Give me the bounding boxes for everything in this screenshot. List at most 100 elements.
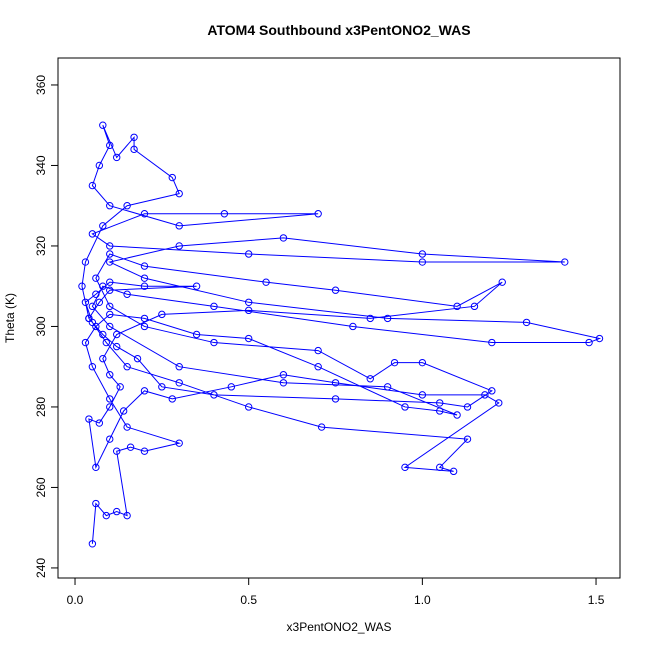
point xyxy=(81,298,90,307)
point xyxy=(317,423,326,431)
y-tick-label: 320 xyxy=(34,236,48,256)
point xyxy=(130,133,138,141)
point xyxy=(81,338,90,347)
point xyxy=(262,278,270,286)
point xyxy=(123,423,131,431)
point xyxy=(595,334,604,343)
point xyxy=(88,302,97,311)
point xyxy=(470,302,479,311)
point xyxy=(123,362,131,371)
x-tick-label: 1.5 xyxy=(588,593,605,607)
point xyxy=(175,242,183,250)
point xyxy=(366,375,374,383)
point xyxy=(106,278,114,286)
point xyxy=(401,403,409,411)
y-tick-label: 280 xyxy=(34,397,48,417)
point xyxy=(175,439,183,447)
point xyxy=(113,342,121,351)
point xyxy=(279,371,288,379)
x-tick-label: 0.0 xyxy=(67,593,84,607)
point xyxy=(314,362,322,371)
point xyxy=(106,371,114,379)
point xyxy=(133,354,142,363)
point xyxy=(140,262,149,270)
point xyxy=(88,230,97,238)
point xyxy=(106,141,114,150)
point xyxy=(314,346,322,355)
y-tick-label: 240 xyxy=(34,558,48,578)
point xyxy=(81,258,90,266)
point xyxy=(279,234,288,242)
point xyxy=(220,210,229,218)
point xyxy=(383,314,392,323)
point xyxy=(314,210,322,218)
point xyxy=(106,202,114,210)
point xyxy=(140,282,149,290)
point xyxy=(92,274,100,282)
point xyxy=(210,338,218,347)
point xyxy=(488,387,496,395)
point xyxy=(175,362,183,371)
point xyxy=(106,435,114,443)
point xyxy=(126,443,135,451)
x-axis-label: x3PentONO2_WAS xyxy=(287,620,392,634)
x-tick-label: 1.0 xyxy=(414,593,431,607)
point xyxy=(418,358,427,367)
y-tick-label: 300 xyxy=(34,316,48,336)
chart-title: ATOM4 Southbound x3PentONO2_WAS xyxy=(207,22,470,38)
point xyxy=(158,310,166,319)
point xyxy=(99,282,107,290)
point xyxy=(401,463,409,472)
y-axis-label: Theta (K) xyxy=(3,293,17,343)
point xyxy=(123,290,131,298)
point xyxy=(106,322,114,331)
point xyxy=(113,330,121,339)
point xyxy=(106,286,114,294)
point xyxy=(418,250,427,258)
point xyxy=(349,322,357,331)
point xyxy=(92,290,100,298)
point xyxy=(463,403,472,411)
point xyxy=(561,258,569,266)
point xyxy=(123,511,131,520)
y-tick-label: 340 xyxy=(34,155,48,175)
point xyxy=(453,302,461,311)
point xyxy=(366,314,374,323)
point xyxy=(88,540,97,548)
y-tick-label: 360 xyxy=(34,75,48,95)
point xyxy=(106,310,114,319)
point xyxy=(116,383,124,391)
point xyxy=(106,242,114,250)
point xyxy=(106,258,114,266)
point xyxy=(102,338,110,347)
point xyxy=(522,318,531,327)
point xyxy=(130,145,138,154)
point xyxy=(158,383,166,391)
point xyxy=(140,210,149,218)
point xyxy=(244,298,253,307)
point xyxy=(140,387,149,395)
point xyxy=(95,298,104,307)
point xyxy=(99,354,107,363)
point xyxy=(168,173,176,182)
point xyxy=(140,447,149,455)
point xyxy=(331,379,340,387)
point xyxy=(140,274,149,282)
point xyxy=(418,258,427,266)
series-line xyxy=(81,125,602,544)
point xyxy=(99,222,107,230)
point xyxy=(244,334,253,343)
y-tick-label: 260 xyxy=(34,477,48,497)
point xyxy=(85,314,93,323)
point xyxy=(175,222,183,230)
point xyxy=(279,379,288,387)
point xyxy=(463,435,472,443)
point xyxy=(175,379,183,387)
point xyxy=(390,358,399,367)
point xyxy=(331,286,340,294)
point xyxy=(140,322,149,331)
point xyxy=(495,399,503,407)
point xyxy=(119,407,128,415)
point xyxy=(106,250,114,258)
